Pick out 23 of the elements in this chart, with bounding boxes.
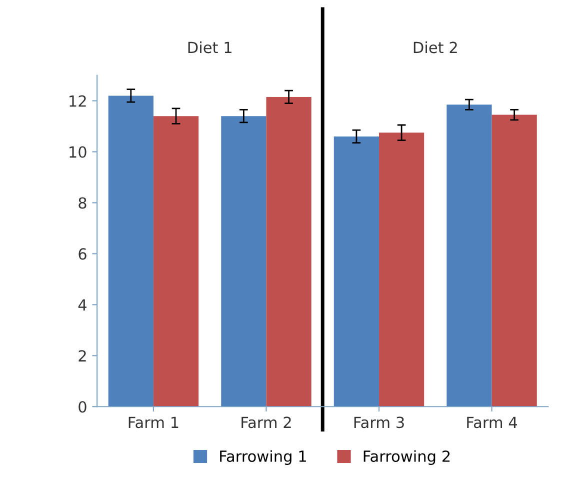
y-tick-label: 8 <box>78 197 86 209</box>
y-tick-label: 0 <box>78 401 86 413</box>
x-tick-label: Farm 1 <box>128 416 178 428</box>
bar <box>221 116 266 407</box>
y-tick-label: 10 <box>70 146 86 158</box>
x-tick-label: Farm 4 <box>467 416 518 428</box>
bar <box>153 116 199 407</box>
y-tick-label: 6 <box>78 248 86 260</box>
bar <box>266 96 312 407</box>
bar <box>108 96 154 407</box>
bar <box>334 136 379 407</box>
text: Diet 1 <box>188 41 232 54</box>
x-tick-label: Farm 2 <box>242 416 291 428</box>
text: Diet 2 <box>414 41 457 54</box>
bar <box>446 104 492 407</box>
y-tick-label: 4 <box>78 299 86 310</box>
bar <box>379 132 424 407</box>
x-tick-label: Farm 3 <box>354 416 404 428</box>
y-tick-label: 2 <box>78 350 86 362</box>
y-tick-label: 12 <box>70 95 86 107</box>
legend-label: Farrowing 2 <box>364 450 450 465</box>
legend-label: Farrowing 1 <box>220 450 306 465</box>
bar <box>492 114 537 407</box>
